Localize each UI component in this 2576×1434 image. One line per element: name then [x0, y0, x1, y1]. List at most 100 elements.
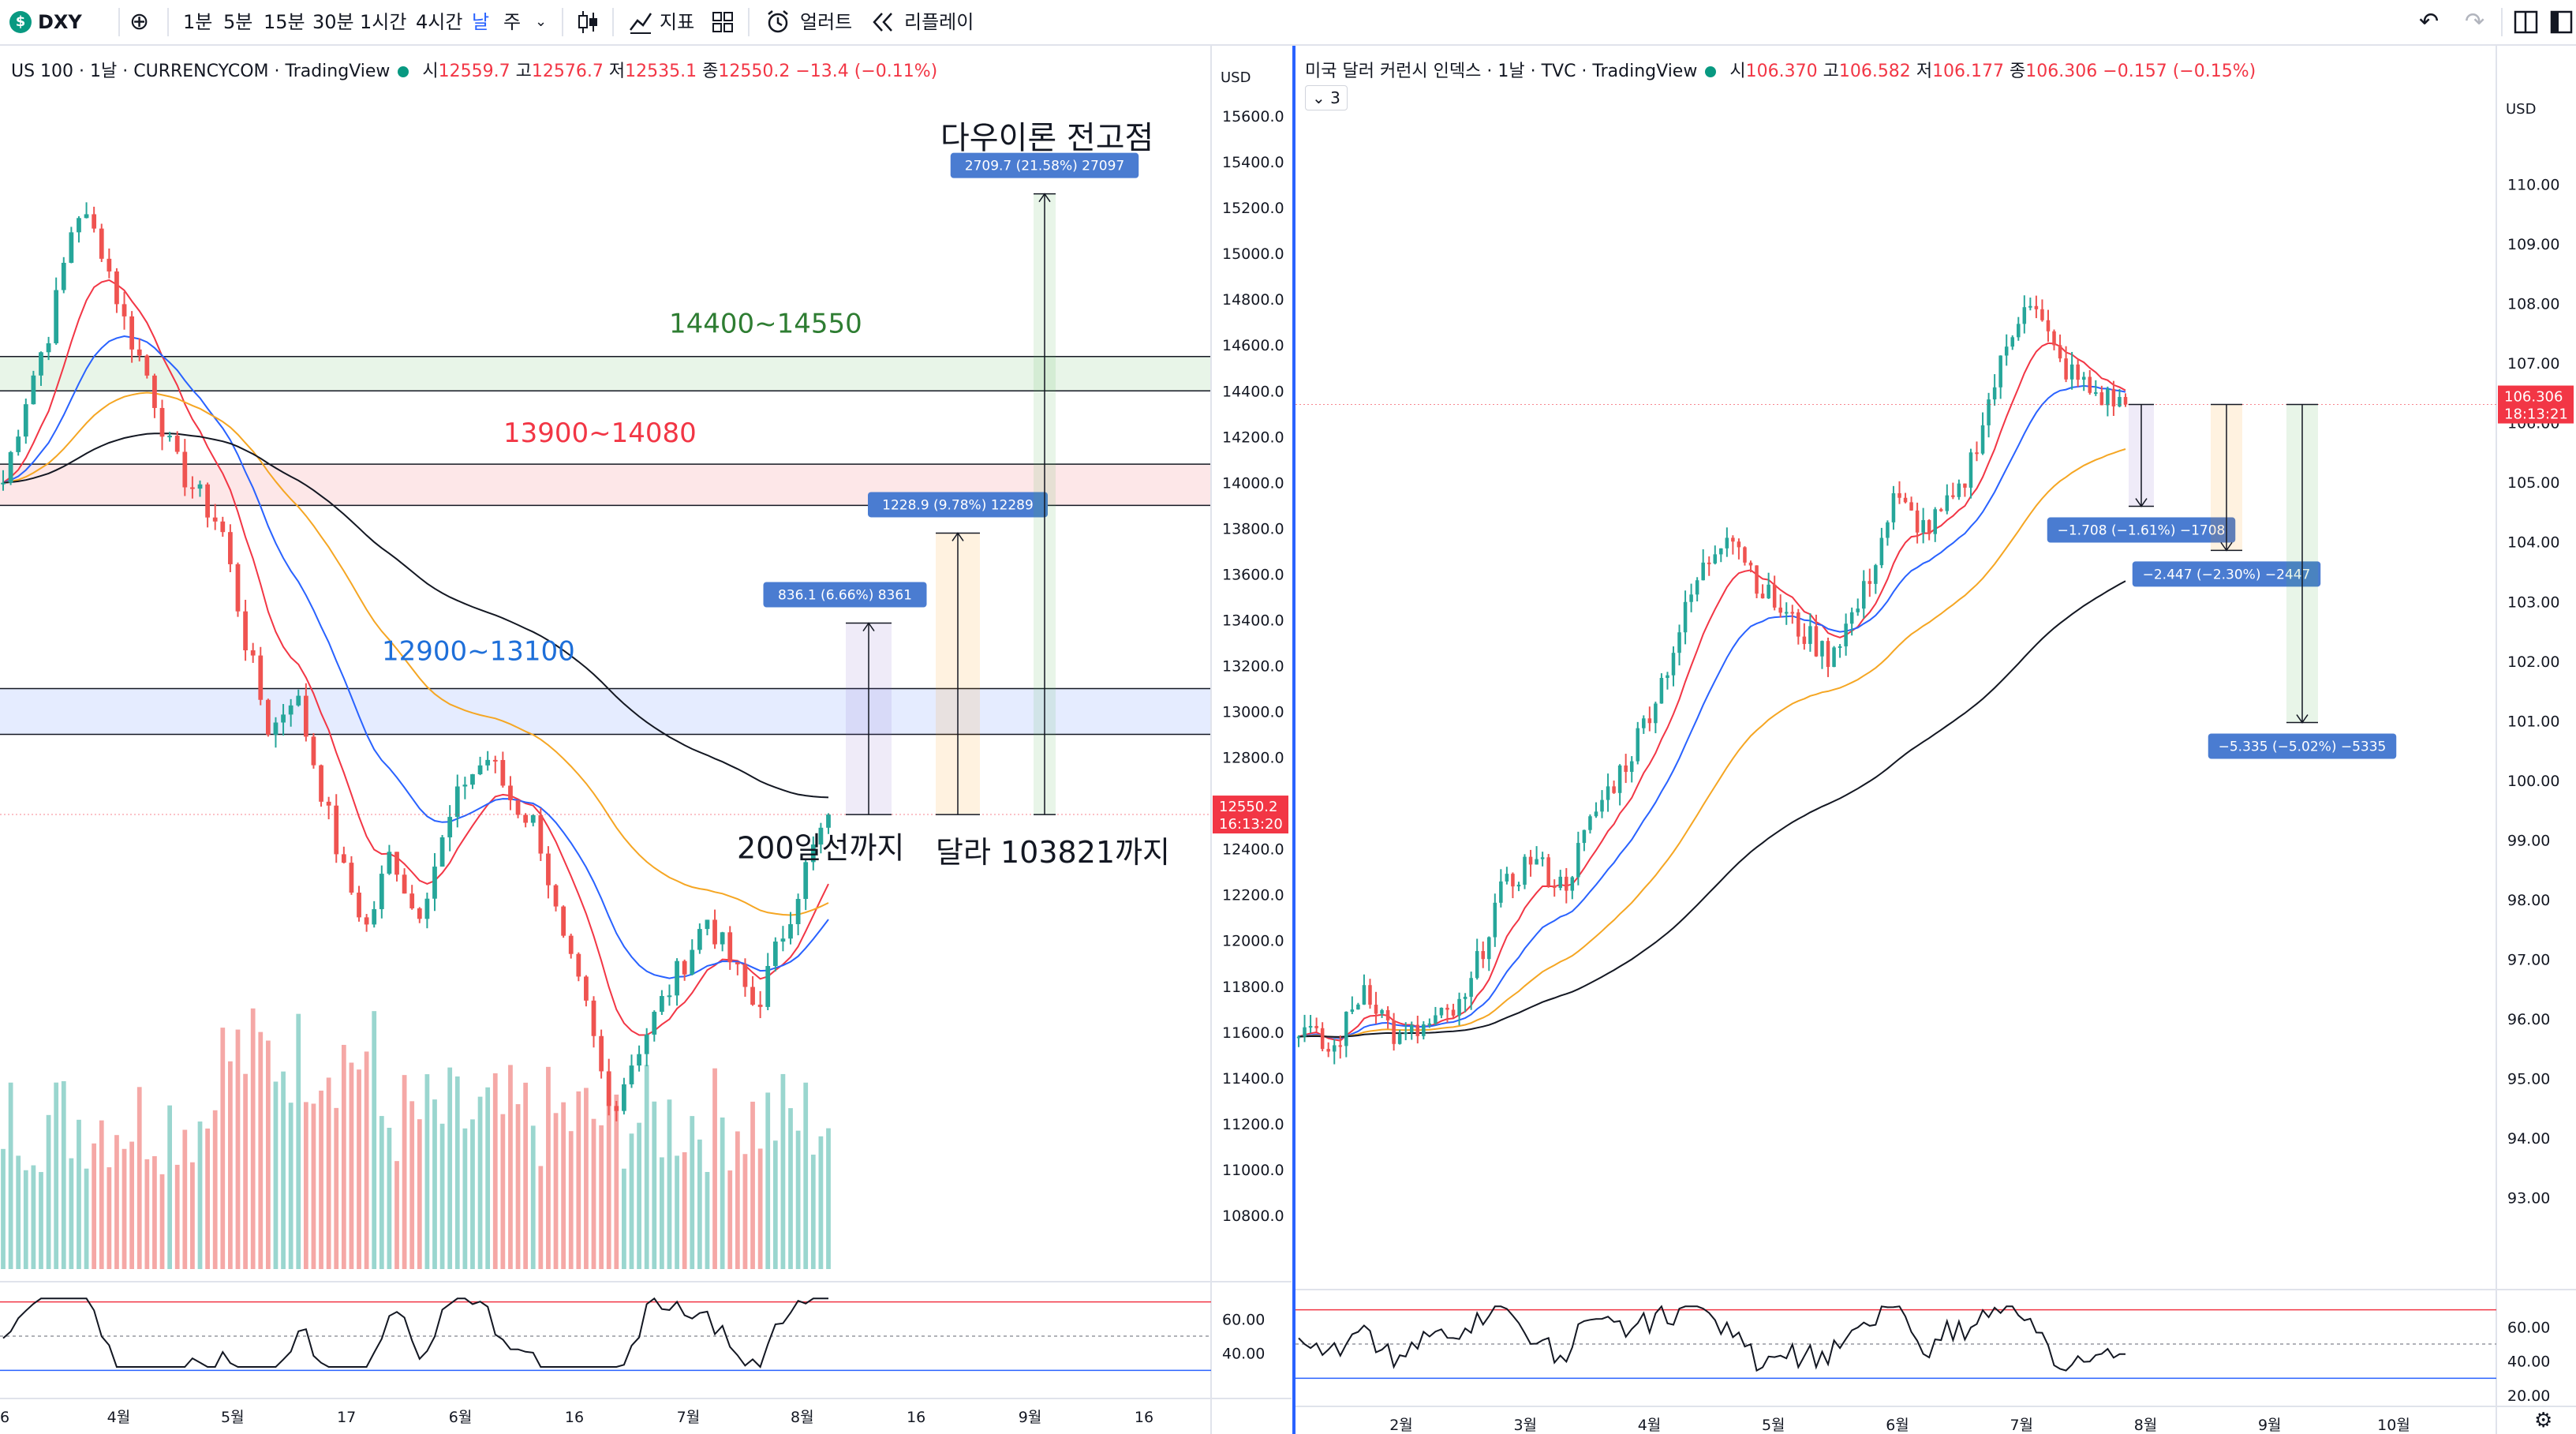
right-chart-canvas[interactable]: USD 93.00 94.00 95.00 96.00 97.00 98.00 99.00 10… — [1295, 46, 2576, 1434]
measure-label-text: −5.335 (−5.02%) −5335 — [2219, 739, 2387, 755]
interval-day[interactable]: 날 — [472, 11, 490, 33]
volume-bar — [417, 1119, 422, 1269]
candle-body — [546, 853, 551, 885]
candle-body — [810, 844, 816, 863]
candle-body — [265, 699, 271, 735]
candle-body — [1332, 1045, 1337, 1052]
candle-body — [432, 867, 437, 899]
measure-arrow-head — [952, 532, 964, 541]
volume-bar — [349, 1062, 354, 1269]
volume-bar — [394, 1161, 399, 1269]
time-axis-tick: 2월 — [1389, 1417, 1413, 1434]
candle-body — [1886, 522, 1890, 538]
layout-panel-icon[interactable] — [2550, 9, 2574, 35]
volume-bar — [152, 1155, 157, 1269]
time-axis-tick: 17 — [337, 1409, 356, 1426]
candle-body — [1540, 857, 1545, 859]
rsi-axis-tick: 40.00 — [1222, 1346, 1265, 1363]
indicators-button[interactable]: 지표 — [660, 11, 695, 33]
volume-bar — [697, 1139, 702, 1269]
interval-30m[interactable]: 30분 — [312, 11, 354, 33]
candle-body — [23, 404, 28, 437]
candle-body — [311, 736, 316, 766]
interval-15m[interactable]: 15분 — [264, 11, 305, 33]
candle-body — [2064, 358, 2068, 380]
candle-body — [2058, 345, 2062, 359]
alert-button[interactable]: 얼러트 — [800, 11, 853, 33]
alert-clock-icon[interactable] — [765, 9, 791, 35]
candle-body — [114, 271, 119, 305]
volume-bar — [622, 1168, 626, 1269]
volume-bar — [705, 1171, 710, 1269]
candle-body — [1951, 495, 1955, 497]
volume-bar — [591, 1118, 596, 1269]
candle-body — [182, 451, 188, 488]
price-axis-tick: 95.00 — [2507, 1071, 2550, 1088]
candle-body — [319, 765, 323, 802]
candle-body — [1, 482, 6, 485]
measure-label-box — [950, 152, 1139, 178]
undo-icon[interactable]: ↶ — [2419, 8, 2440, 36]
candle-body — [1874, 565, 1878, 584]
interval-1h[interactable]: 1시간 — [360, 11, 407, 33]
replay-button[interactable]: 리플레이 — [904, 11, 974, 33]
volume-bar — [818, 1136, 824, 1269]
volume-bar — [31, 1165, 36, 1269]
candle-body — [1968, 452, 1973, 488]
volume-bar — [720, 1117, 725, 1269]
volume-bar — [167, 1105, 172, 1269]
indicators-collapse-button[interactable]: ⌄ 3 — [1305, 85, 1348, 110]
interval-dropdown-icon[interactable]: ⌄ — [535, 13, 548, 30]
volume-bar — [515, 1104, 521, 1269]
candle-body — [462, 784, 468, 787]
candle-body — [697, 929, 702, 950]
indicators-icon[interactable] — [628, 9, 653, 35]
candle-body — [1629, 761, 1634, 773]
redo-icon[interactable]: ↷ — [2465, 8, 2485, 36]
candle-body — [1856, 608, 1860, 612]
volume-bar — [197, 1121, 203, 1269]
price-axis-tick: 14400.0 — [1222, 383, 1284, 400]
candle-body — [675, 960, 679, 996]
volume-bar — [129, 1141, 135, 1269]
symbol-search-button[interactable]: DXY — [38, 11, 82, 33]
layout-grid-icon[interactable] — [712, 11, 734, 33]
replay-rewind-icon[interactable] — [871, 11, 895, 33]
last-price-value: 106.306 — [2504, 389, 2563, 406]
candle-body — [39, 352, 43, 376]
time-axis-tick: 6월 — [449, 1409, 473, 1426]
candle-body — [727, 932, 733, 963]
candle-style-icon[interactable] — [576, 9, 600, 35]
interval-5m[interactable]: 5분 — [223, 11, 253, 33]
candle-body — [2106, 388, 2110, 406]
candle-body — [637, 1054, 641, 1066]
candle-body — [387, 852, 392, 874]
price-axis-tick: 15000.0 — [1222, 245, 1284, 263]
interval-1m[interactable]: 1분 — [183, 11, 213, 33]
candle-body — [1802, 636, 1807, 644]
measure-label-box — [2208, 733, 2397, 759]
interval-week[interactable]: 주 — [503, 11, 522, 33]
pane-divider[interactable] — [1292, 46, 1295, 1434]
panels-toggle-icon[interactable] — [2514, 9, 2539, 35]
volume-bar — [409, 1101, 415, 1269]
volume-bar — [454, 1076, 460, 1269]
volume-bar — [606, 1076, 611, 1269]
candle-body — [1570, 877, 1575, 891]
candle-body — [1844, 623, 1848, 646]
volume-bar — [485, 1087, 491, 1269]
candle-body — [705, 919, 710, 930]
left-chart-canvas[interactable]: USD 10800.0 11000.0 11200.0 11400.0 11600.0 11… — [0, 46, 1292, 1434]
candle-body — [1642, 718, 1646, 728]
price-axis-tick: 13400.0 — [1222, 612, 1284, 629]
candle-body — [750, 987, 755, 1005]
time-axis-tick: 16 — [565, 1409, 584, 1426]
right-chart-pane[interactable]: USD 93.00 94.00 95.00 96.00 97.00 98.00 99.00 10… — [1295, 46, 2576, 1434]
interval-4h[interactable]: 4시간 — [416, 11, 463, 33]
candle-body — [454, 786, 460, 818]
candle-body — [1719, 548, 1723, 555]
compare-add-icon[interactable]: ⊕ — [129, 8, 150, 36]
price-axis-tick: 101.00 — [2507, 713, 2559, 730]
left-chart-pane[interactable]: USD 10800.0 11000.0 11200.0 11400.0 11600.0 11… — [0, 46, 1292, 1434]
candle-body — [1915, 510, 1920, 533]
